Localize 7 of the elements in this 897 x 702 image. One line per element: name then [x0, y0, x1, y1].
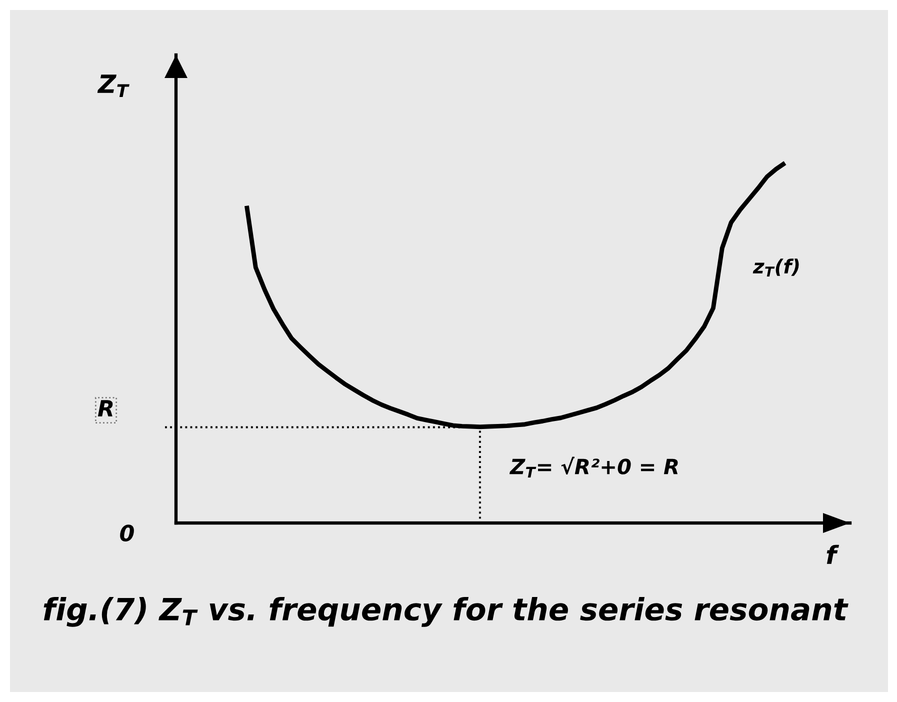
- text: Z$_{T}$: [97, 74, 130, 97]
- x-axis-title: f: [826, 544, 840, 564]
- text: fig.(7) Z$_{T}$ vs. frequency for the series resonant: [44, 597, 848, 627]
- series-label: z$_{T}$(f): [752, 258, 799, 277]
- ref-line-label: R: [98, 400, 113, 416]
- annotation: Z$_{T}$= √R²+0 = R: [509, 456, 678, 478]
- text: 0: [120, 524, 134, 542]
